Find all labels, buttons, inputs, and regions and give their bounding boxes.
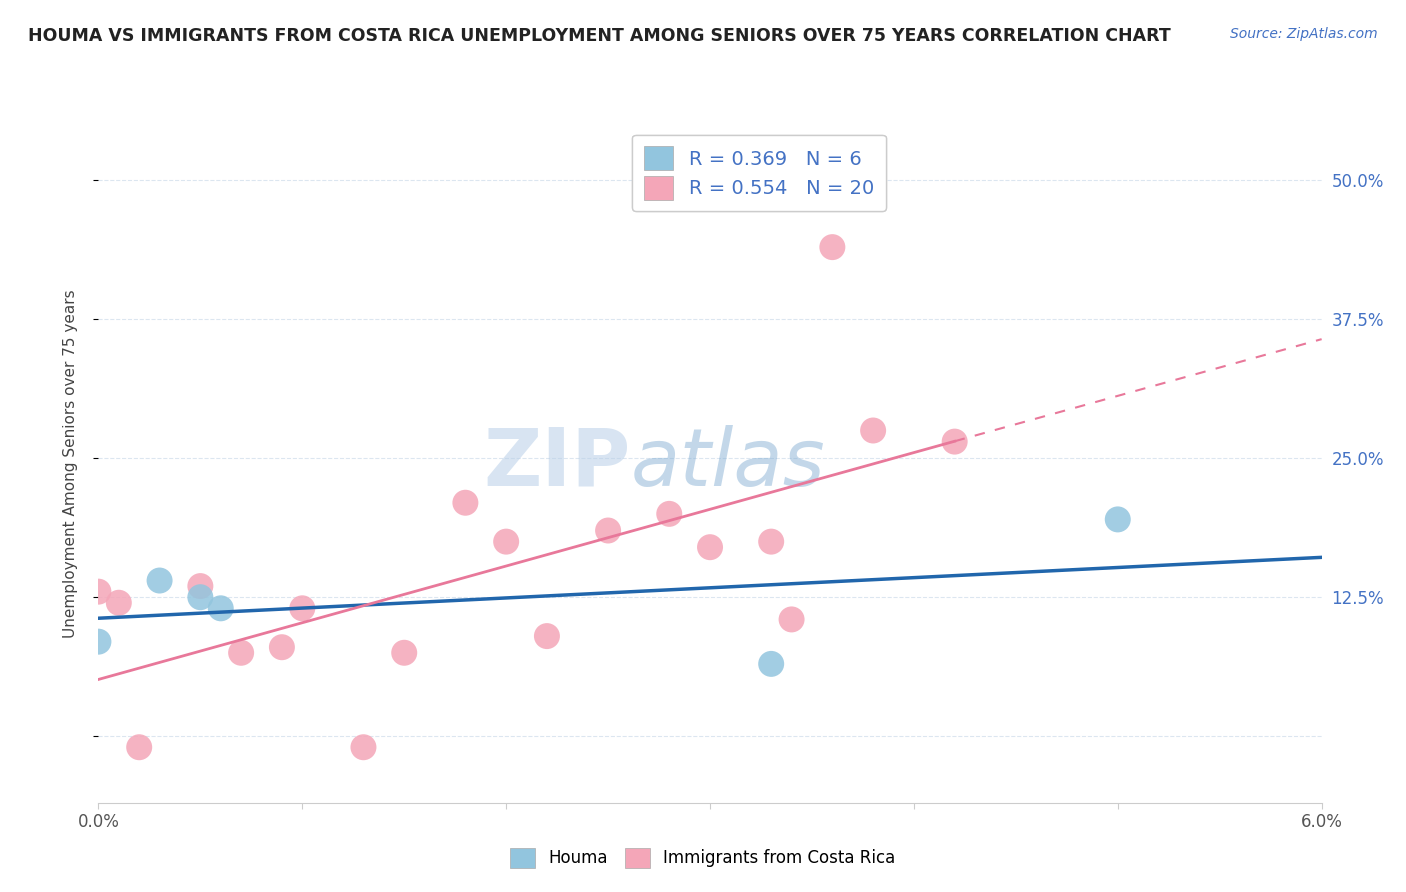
Point [1107, 512, 1129, 526]
Y-axis label: Unemployment Among Seniors over 75 years: Unemployment Among Seniors over 75 years [63, 290, 77, 638]
Point [392, 646, 416, 660]
Point [209, 601, 232, 615]
Point [291, 601, 314, 615]
Point [761, 657, 783, 671]
Point [699, 540, 721, 554]
Point [352, 740, 374, 755]
Text: atlas: atlas [630, 425, 825, 503]
Point [598, 524, 620, 538]
Text: ZIP: ZIP [484, 425, 630, 503]
Point [108, 596, 131, 610]
Point [943, 434, 966, 449]
Point [87, 634, 110, 648]
Point [270, 640, 292, 655]
Point [454, 496, 477, 510]
Point [821, 240, 844, 254]
Point [780, 612, 803, 626]
Point [536, 629, 558, 643]
Legend: Houma, Immigrants from Costa Rica: Houma, Immigrants from Costa Rica [503, 841, 903, 875]
Point [188, 591, 212, 605]
Point [658, 507, 681, 521]
Point [495, 534, 517, 549]
Text: HOUMA VS IMMIGRANTS FROM COSTA RICA UNEMPLOYMENT AMONG SENIORS OVER 75 YEARS COR: HOUMA VS IMMIGRANTS FROM COSTA RICA UNEM… [28, 27, 1171, 45]
Legend: R = 0.369   N = 6, R = 0.554   N = 20: R = 0.369 N = 6, R = 0.554 N = 20 [633, 135, 886, 211]
Point [862, 424, 884, 438]
Point [188, 579, 212, 593]
Point [149, 574, 172, 588]
Text: Source: ZipAtlas.com: Source: ZipAtlas.com [1230, 27, 1378, 41]
Point [128, 740, 150, 755]
Point [231, 646, 253, 660]
Point [87, 584, 110, 599]
Point [761, 534, 783, 549]
